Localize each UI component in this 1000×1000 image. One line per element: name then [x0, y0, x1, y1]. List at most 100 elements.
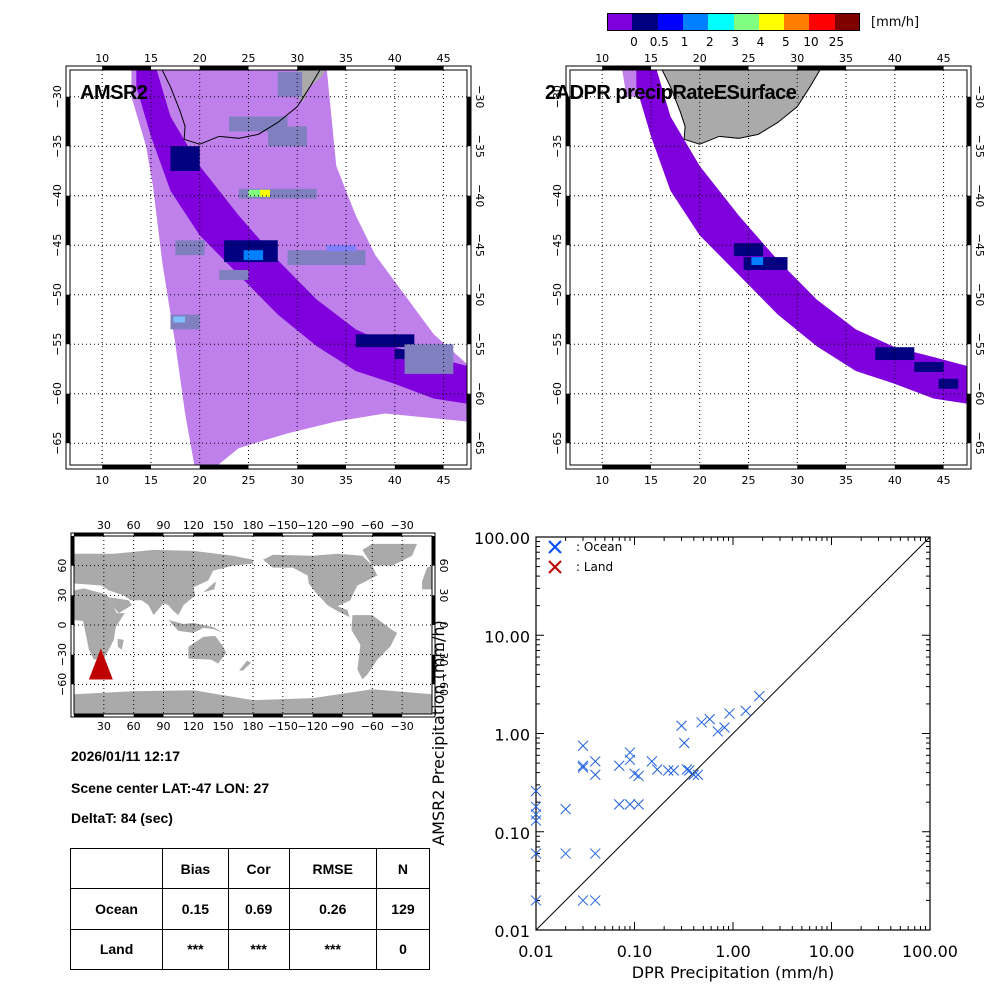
scatter-point-ocean	[678, 737, 690, 749]
lon-tick-label: 10	[595, 52, 609, 65]
scatter-point-ocean	[530, 848, 542, 859]
rmse-value: ***	[288, 928, 377, 971]
lat-tick-label: −45	[973, 234, 986, 257]
lon-tick-label: −90	[331, 720, 354, 733]
scatter-point-ocean	[712, 726, 724, 737]
rain-cell	[326, 245, 356, 252]
bias-value: 0.15	[162, 888, 229, 930]
lat-tick-label: −35	[51, 135, 64, 158]
lat-tick-label: −55	[473, 333, 486, 356]
continent	[422, 565, 432, 590]
y-tick-label: 0.10	[494, 824, 530, 843]
lat-tick-label: −30	[56, 643, 69, 666]
rain-cell	[751, 257, 764, 266]
continent	[74, 689, 432, 714]
lat-tick-label: 0	[437, 622, 450, 629]
lat-tick-label: −40	[973, 184, 986, 207]
lat-tick-label: −60	[551, 382, 564, 405]
continent	[188, 635, 227, 664]
colorbar-tick-label: 5	[781, 35, 790, 49]
rain-cell	[404, 344, 454, 374]
colorbar-tick-label: 0	[630, 35, 638, 49]
lat-tick-label: −40	[473, 184, 486, 207]
lat-tick-label: 60	[56, 559, 69, 573]
lon-tick-label: 90	[157, 720, 171, 733]
lon-tick-label: −120	[298, 720, 328, 733]
lat-tick-label: −60	[973, 382, 986, 405]
map-frame	[65, 65, 472, 470]
scatter-point-ocean	[688, 769, 700, 781]
rmse-value: 0.26	[288, 888, 377, 930]
scatter-point-ocean	[577, 762, 589, 773]
lat-tick-label: 0	[56, 622, 69, 629]
lon-tick-label: 180	[243, 720, 264, 733]
lat-tick-label: 30	[56, 588, 69, 602]
lat-tick-label: −55	[551, 333, 564, 356]
colorbar-tick-label: 4	[756, 35, 765, 49]
lon-tick-label: −120	[298, 519, 328, 532]
continent	[117, 638, 124, 650]
colorbar-tick-label: 10	[803, 35, 819, 49]
lon-tick-label: 45	[937, 52, 951, 65]
stats-table: Bias Cor RMSE N Ocean 0.15 0.69 0.26 129…	[69, 847, 431, 971]
lon-tick-label: 15	[144, 52, 158, 65]
row-label: Ocean	[69, 888, 164, 930]
scatter-point-ocean	[560, 848, 572, 859]
row-label: Land	[69, 928, 164, 971]
scatter-point-ocean	[613, 799, 625, 810]
scatter-point-ocean	[696, 716, 707, 728]
lon-tick-label: −150	[268, 720, 298, 733]
lon-tick-label: −30	[391, 720, 414, 733]
deltat-label: DeltaT: 84 (sec)	[71, 810, 173, 826]
lon-tick-label: 180	[243, 519, 264, 532]
x-tick-label: 0.10	[617, 942, 653, 961]
colorbar-swatch	[834, 13, 861, 31]
amsr2-map: 10 10 15 15 20 20 25 25 30 30 35 35 40 40 45 45 −30 −30 −3…	[51, 52, 486, 487]
land-area	[662, 70, 820, 145]
lon-tick-label: 25	[742, 474, 756, 487]
legend-land-label: : Land	[576, 560, 613, 574]
scatter-point-ocean	[633, 799, 644, 810]
lat-tick-label: −30	[437, 643, 450, 666]
lat-tick-label: −65	[473, 432, 486, 455]
rain-cell	[238, 188, 317, 199]
lat-tick-label: −65	[973, 432, 986, 455]
rain-cell	[248, 189, 270, 197]
lon-tick-label: −60	[361, 720, 384, 733]
lat-tick-label: −60	[51, 382, 64, 405]
legend-marker-land	[548, 560, 562, 574]
lon-tick-label: 20	[693, 474, 707, 487]
lon-tick-label: −30	[391, 519, 414, 532]
continent	[351, 615, 398, 680]
y-tick-label: 10.00	[484, 627, 530, 646]
lon-tick-label: 25	[242, 52, 256, 65]
plot-frame	[535, 536, 931, 931]
lon-tick-label: 45	[437, 474, 451, 487]
lat-tick-label: −50	[973, 283, 986, 306]
y-tick-label: 1.00	[494, 726, 530, 745]
world-locator-map: 303060609090120120150150180180−150−150−1…	[56, 519, 450, 733]
lat-tick-label: −55	[51, 333, 64, 356]
legend-ocean-label: : Ocean	[576, 540, 622, 554]
scatter-point-ocean	[560, 803, 572, 815]
lon-tick-label: 10	[95, 474, 109, 487]
colorbar-tick-label: 3	[731, 35, 739, 49]
amsr2-title: AMSR2	[80, 82, 148, 104]
lon-tick-label: 150	[213, 519, 234, 532]
lon-tick-label: 20	[193, 474, 207, 487]
x-tick-label: 100.00	[902, 942, 958, 961]
scatter-point-ocean	[683, 765, 695, 776]
lon-tick-label: −90	[331, 519, 354, 532]
continent	[108, 597, 132, 614]
lon-tick-label: 20	[693, 52, 707, 65]
scatter-point-ocean	[692, 769, 704, 781]
scatter-point-ocean	[681, 764, 693, 775]
stats-header-n: N	[375, 847, 431, 890]
lat-tick-label: −45	[473, 234, 486, 257]
lon-tick-label: 30	[290, 474, 304, 487]
x-tick-label: 1.00	[715, 942, 751, 961]
lat-tick-label: −60	[56, 673, 69, 696]
y-tick-label: 0.01	[494, 922, 530, 941]
scatter-point-ocean	[719, 722, 730, 733]
scatter-point-ocean	[651, 764, 663, 775]
